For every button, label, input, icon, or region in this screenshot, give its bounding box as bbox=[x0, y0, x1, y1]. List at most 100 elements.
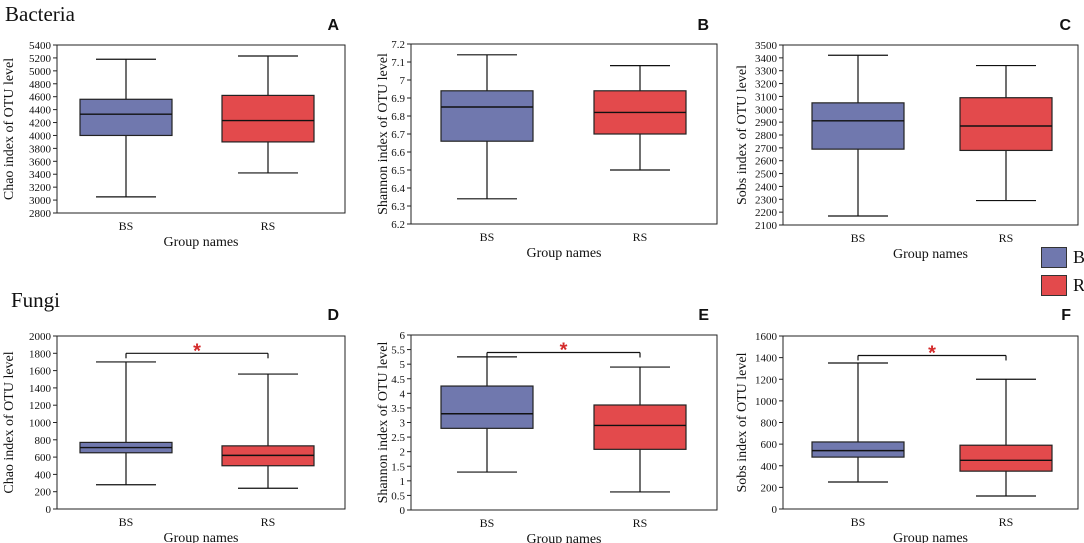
y-tick-label: 7.1 bbox=[391, 57, 405, 69]
y-tick-label: 5400 bbox=[29, 40, 52, 52]
box-rs bbox=[959, 97, 1053, 152]
y-tick-label: 4 bbox=[400, 388, 406, 400]
y-axis-label: Shannon index of OTU level bbox=[376, 342, 391, 504]
y-tick-label: 5200 bbox=[29, 53, 52, 65]
legend-item-rs: RS bbox=[1041, 275, 1084, 296]
legend-label-rs: RS bbox=[1073, 275, 1084, 295]
x-tick-label-bs: BS bbox=[851, 231, 866, 245]
x-axis-label: Group names bbox=[163, 531, 238, 543]
y-tick-label: 3400 bbox=[29, 169, 52, 181]
box-bs bbox=[79, 98, 173, 137]
y-tick-label: 5000 bbox=[29, 66, 52, 78]
y-tick-label: 800 bbox=[35, 435, 52, 447]
x-axis-label: Group names bbox=[163, 235, 238, 250]
x-tick-label-bs: BS bbox=[851, 515, 866, 529]
box-rs bbox=[593, 404, 687, 450]
y-tick-label: 3600 bbox=[29, 156, 52, 168]
panel-label: E bbox=[698, 307, 709, 324]
y-tick-label: 3200 bbox=[755, 79, 778, 91]
y-tick-label: 6.5 bbox=[391, 165, 405, 177]
x-tick-label-rs: RS bbox=[633, 230, 648, 244]
legend-item-bs: BS bbox=[1041, 247, 1084, 268]
y-tick-label: 400 bbox=[761, 461, 778, 473]
x-axis-label: Group names bbox=[893, 247, 968, 262]
y-tick-label: 4400 bbox=[29, 105, 52, 117]
plot-frame-a bbox=[56, 44, 346, 214]
x-axis-label: Group names bbox=[526, 532, 601, 543]
y-tick-label: 2400 bbox=[755, 181, 778, 193]
y-tick-label: 2900 bbox=[755, 117, 778, 129]
y-tick-label: 3000 bbox=[29, 195, 52, 207]
y-tick-label: 2300 bbox=[755, 194, 778, 206]
panel-b: 6.2 6.3 6.4 6.5 6.6 6.7 6.8 6.9 7 7.1 7.2 BS RS Group… bbox=[376, 17, 718, 261]
significance-star: * bbox=[560, 340, 568, 362]
box-bs bbox=[440, 385, 534, 429]
x-tick-label-bs: BS bbox=[119, 515, 134, 529]
y-tick-label: 3 bbox=[400, 418, 406, 430]
y-tick-label: 1000 bbox=[755, 396, 778, 408]
y-tick-label: 3000 bbox=[755, 104, 778, 116]
x-tick-label-rs: RS bbox=[999, 515, 1014, 529]
y-tick-label: 2.5 bbox=[391, 432, 405, 444]
y-tick-label: 200 bbox=[35, 487, 52, 499]
y-tick-label: 2100 bbox=[755, 220, 778, 232]
y-tick-label: 4600 bbox=[29, 92, 52, 104]
y-tick-label: 6.7 bbox=[391, 129, 405, 141]
significance-star: * bbox=[193, 340, 201, 362]
y-tick-label: 0.5 bbox=[391, 490, 405, 502]
panel-label: A bbox=[327, 17, 339, 34]
y-tick-label: 600 bbox=[761, 439, 778, 451]
y-tick-label: 1400 bbox=[755, 353, 778, 365]
y-tick-label: 400 bbox=[35, 469, 52, 481]
y-tick-label: 1.5 bbox=[391, 461, 405, 473]
x-axis-label: Group names bbox=[526, 246, 601, 261]
box-bs bbox=[811, 102, 905, 150]
y-tick-label: 0 bbox=[46, 504, 52, 516]
y-tick-label: 1 bbox=[400, 476, 406, 488]
y-tick-label: 6.9 bbox=[391, 93, 405, 105]
y-tick-label: 2600 bbox=[755, 156, 778, 168]
y-tick-label: 6.3 bbox=[391, 201, 405, 213]
y-tick-label: 3100 bbox=[755, 91, 778, 103]
y-tick-label: 3800 bbox=[29, 143, 52, 155]
x-tick-label-rs: RS bbox=[633, 516, 648, 530]
x-tick-label-rs: RS bbox=[261, 515, 276, 529]
y-axis-label: Chao index of OTU level bbox=[2, 58, 17, 200]
y-axis-label: Shannon index of OTU level bbox=[376, 53, 391, 215]
y-tick-label: 4800 bbox=[29, 79, 52, 91]
y-tick-label: 2800 bbox=[755, 130, 778, 142]
y-tick-label: 0 bbox=[772, 504, 778, 516]
y-tick-label: 3500 bbox=[755, 40, 778, 52]
y-tick-label: 1200 bbox=[755, 374, 778, 386]
y-tick-label: 6.6 bbox=[391, 147, 405, 159]
panel-a: 2800300032003400360038004000420044004600… bbox=[2, 17, 346, 250]
y-tick-label: 6 bbox=[400, 330, 406, 342]
y-tick-label: 1200 bbox=[29, 400, 52, 412]
box-rs bbox=[959, 444, 1053, 472]
y-tick-label: 2200 bbox=[755, 207, 778, 219]
y-tick-label: 4000 bbox=[29, 130, 52, 142]
y-tick-label: 7.2 bbox=[391, 39, 405, 51]
legend-label-bs: BS bbox=[1073, 247, 1084, 267]
x-axis-label: Group names bbox=[893, 531, 968, 543]
y-tick-label: 3.5 bbox=[391, 403, 405, 415]
y-tick-label: 1000 bbox=[29, 418, 52, 430]
panel-label: B bbox=[697, 17, 709, 34]
panel-label: D bbox=[327, 307, 339, 324]
panel-c: 2100220023002400250026002700280029003000… bbox=[735, 17, 1079, 262]
y-tick-label: 5.5 bbox=[391, 345, 405, 357]
y-tick-label: 2800 bbox=[29, 208, 52, 220]
panel-e: 0 0.5 1 1.5 2 2.5 3 3.5 4 4.5 5 5.5 6 BS RS Group names… bbox=[376, 307, 718, 543]
y-tick-label: 1400 bbox=[29, 383, 52, 395]
panel-label: F bbox=[1061, 307, 1071, 324]
y-tick-label: 200 bbox=[761, 482, 778, 494]
y-tick-label: 3300 bbox=[755, 66, 778, 78]
panel-d: 0 200 400 600 800 1000 1200 1400 1600 1800 2000 BS R… bbox=[2, 307, 346, 543]
legend-swatch-bs bbox=[1041, 247, 1067, 268]
legend-swatch-rs bbox=[1041, 275, 1067, 296]
y-tick-label: 3400 bbox=[755, 53, 778, 65]
significance-star: * bbox=[928, 342, 936, 364]
x-tick-label-rs: RS bbox=[999, 231, 1014, 245]
x-tick-label-bs: BS bbox=[119, 219, 134, 233]
